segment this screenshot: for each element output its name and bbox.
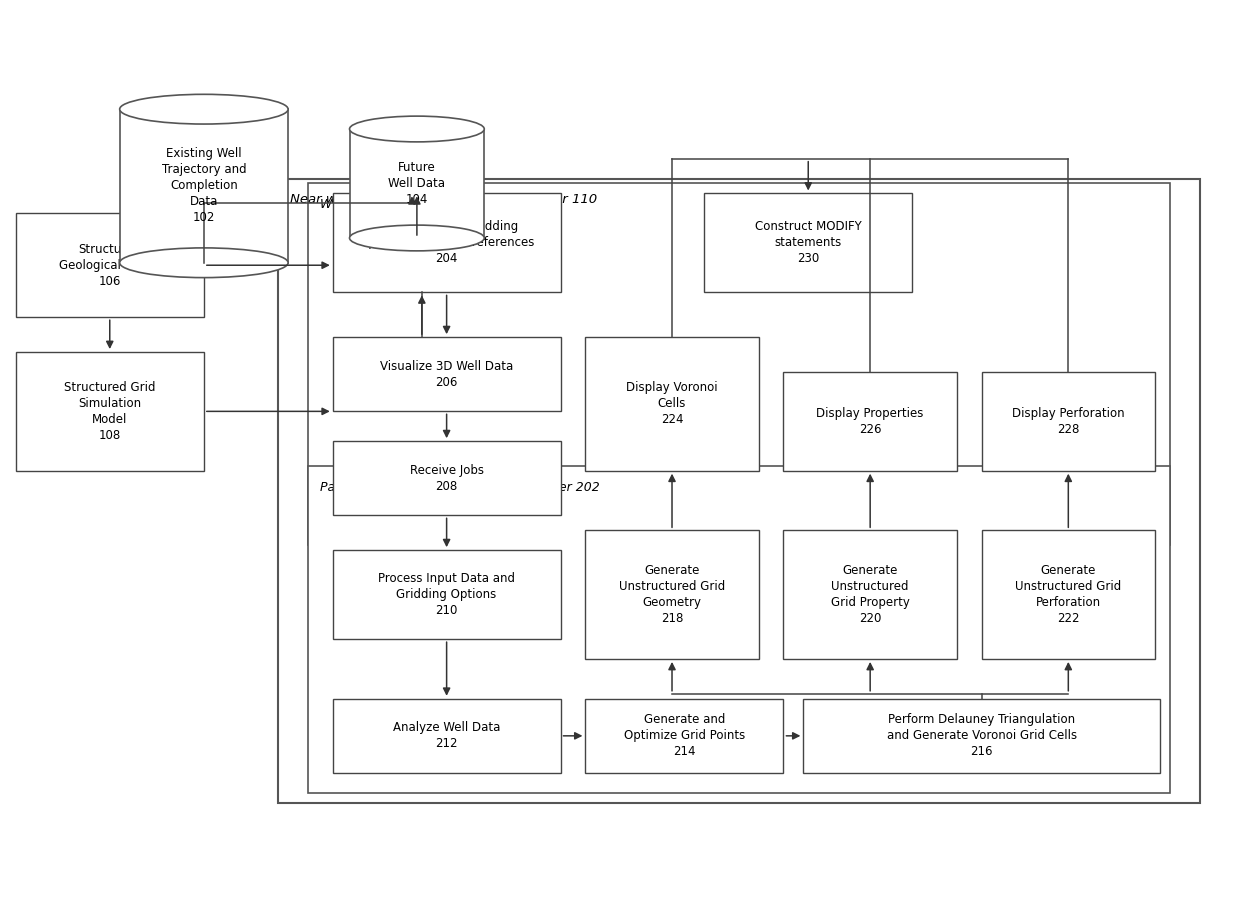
Bar	[278, 178, 1199, 803]
Text: Parallel Unstructured Grid Model Builder 202: Parallel Unstructured Grid Model Builder…	[320, 481, 600, 494]
Text: Generate and
Optimize Grid Points
214: Generate and Optimize Grid Points 214	[624, 714, 745, 759]
Text: Structured
Geological Model
106: Structured Geological Model 106	[60, 242, 160, 287]
Text: Generate
Unstructured Grid
Perforation
222: Generate Unstructured Grid Perforation 2…	[1016, 564, 1121, 625]
Bar	[308, 184, 1169, 545]
Bar	[982, 531, 1154, 659]
Bar	[585, 698, 784, 773]
Text: Future
Well Data
104: Future Well Data 104	[388, 161, 445, 206]
Bar	[784, 372, 957, 471]
Polygon shape	[120, 109, 288, 263]
Text: Generate
Unstructured
Grid Property
220: Generate Unstructured Grid Property 220	[831, 564, 910, 625]
Text: Analyze Well Data
212: Analyze Well Data 212	[393, 722, 500, 751]
Text: Set Input Data, Gridding
Options and User Preferences
204: Set Input Data, Gridding Options and Use…	[358, 221, 534, 266]
Bar	[332, 698, 560, 773]
Text: Existing Well
Trajectory and
Completion
Data
102: Existing Well Trajectory and Completion …	[161, 148, 247, 224]
Bar	[332, 551, 560, 639]
Text: Structured Grid
Simulation
Model
108: Structured Grid Simulation Model 108	[64, 381, 155, 441]
Bar	[332, 194, 560, 293]
Text: Workflow interface 200: Workflow interface 200	[320, 198, 466, 212]
Ellipse shape	[120, 95, 288, 124]
Bar	[704, 194, 913, 293]
Text: Receive Jobs
208: Receive Jobs 208	[409, 464, 484, 493]
Bar	[332, 337, 560, 412]
Text: Display Voronoi
Cells
224: Display Voronoi Cells 224	[626, 381, 718, 426]
Bar	[332, 441, 560, 515]
Ellipse shape	[350, 225, 485, 250]
Bar	[16, 352, 203, 471]
Ellipse shape	[120, 248, 288, 278]
Text: Construct MODIFY
statements
230: Construct MODIFY statements 230	[755, 221, 862, 266]
Text: Display Properties
226: Display Properties 226	[816, 406, 924, 436]
Bar	[308, 466, 1169, 793]
Text: Near well unstructured grid model builder 110: Near well unstructured grid model builde…	[290, 194, 598, 206]
Ellipse shape	[350, 116, 485, 141]
Text: Display Perforation
228: Display Perforation 228	[1012, 406, 1125, 436]
Bar	[982, 372, 1154, 471]
Text: Perform Delauney Triangulation
and Generate Voronoi Grid Cells
216: Perform Delauney Triangulation and Gener…	[887, 714, 1076, 759]
Text: Generate
Unstructured Grid
Geometry
218: Generate Unstructured Grid Geometry 218	[619, 564, 725, 625]
Text: Visualize 3D Well Data
206: Visualize 3D Well Data 206	[379, 359, 513, 388]
Bar	[585, 531, 759, 659]
Bar	[804, 698, 1159, 773]
Text: Process Input Data and
Gridding Options
210: Process Input Data and Gridding Options …	[378, 572, 515, 617]
Bar	[585, 337, 759, 471]
Polygon shape	[350, 129, 485, 238]
Bar	[16, 214, 203, 317]
Bar	[784, 531, 957, 659]
